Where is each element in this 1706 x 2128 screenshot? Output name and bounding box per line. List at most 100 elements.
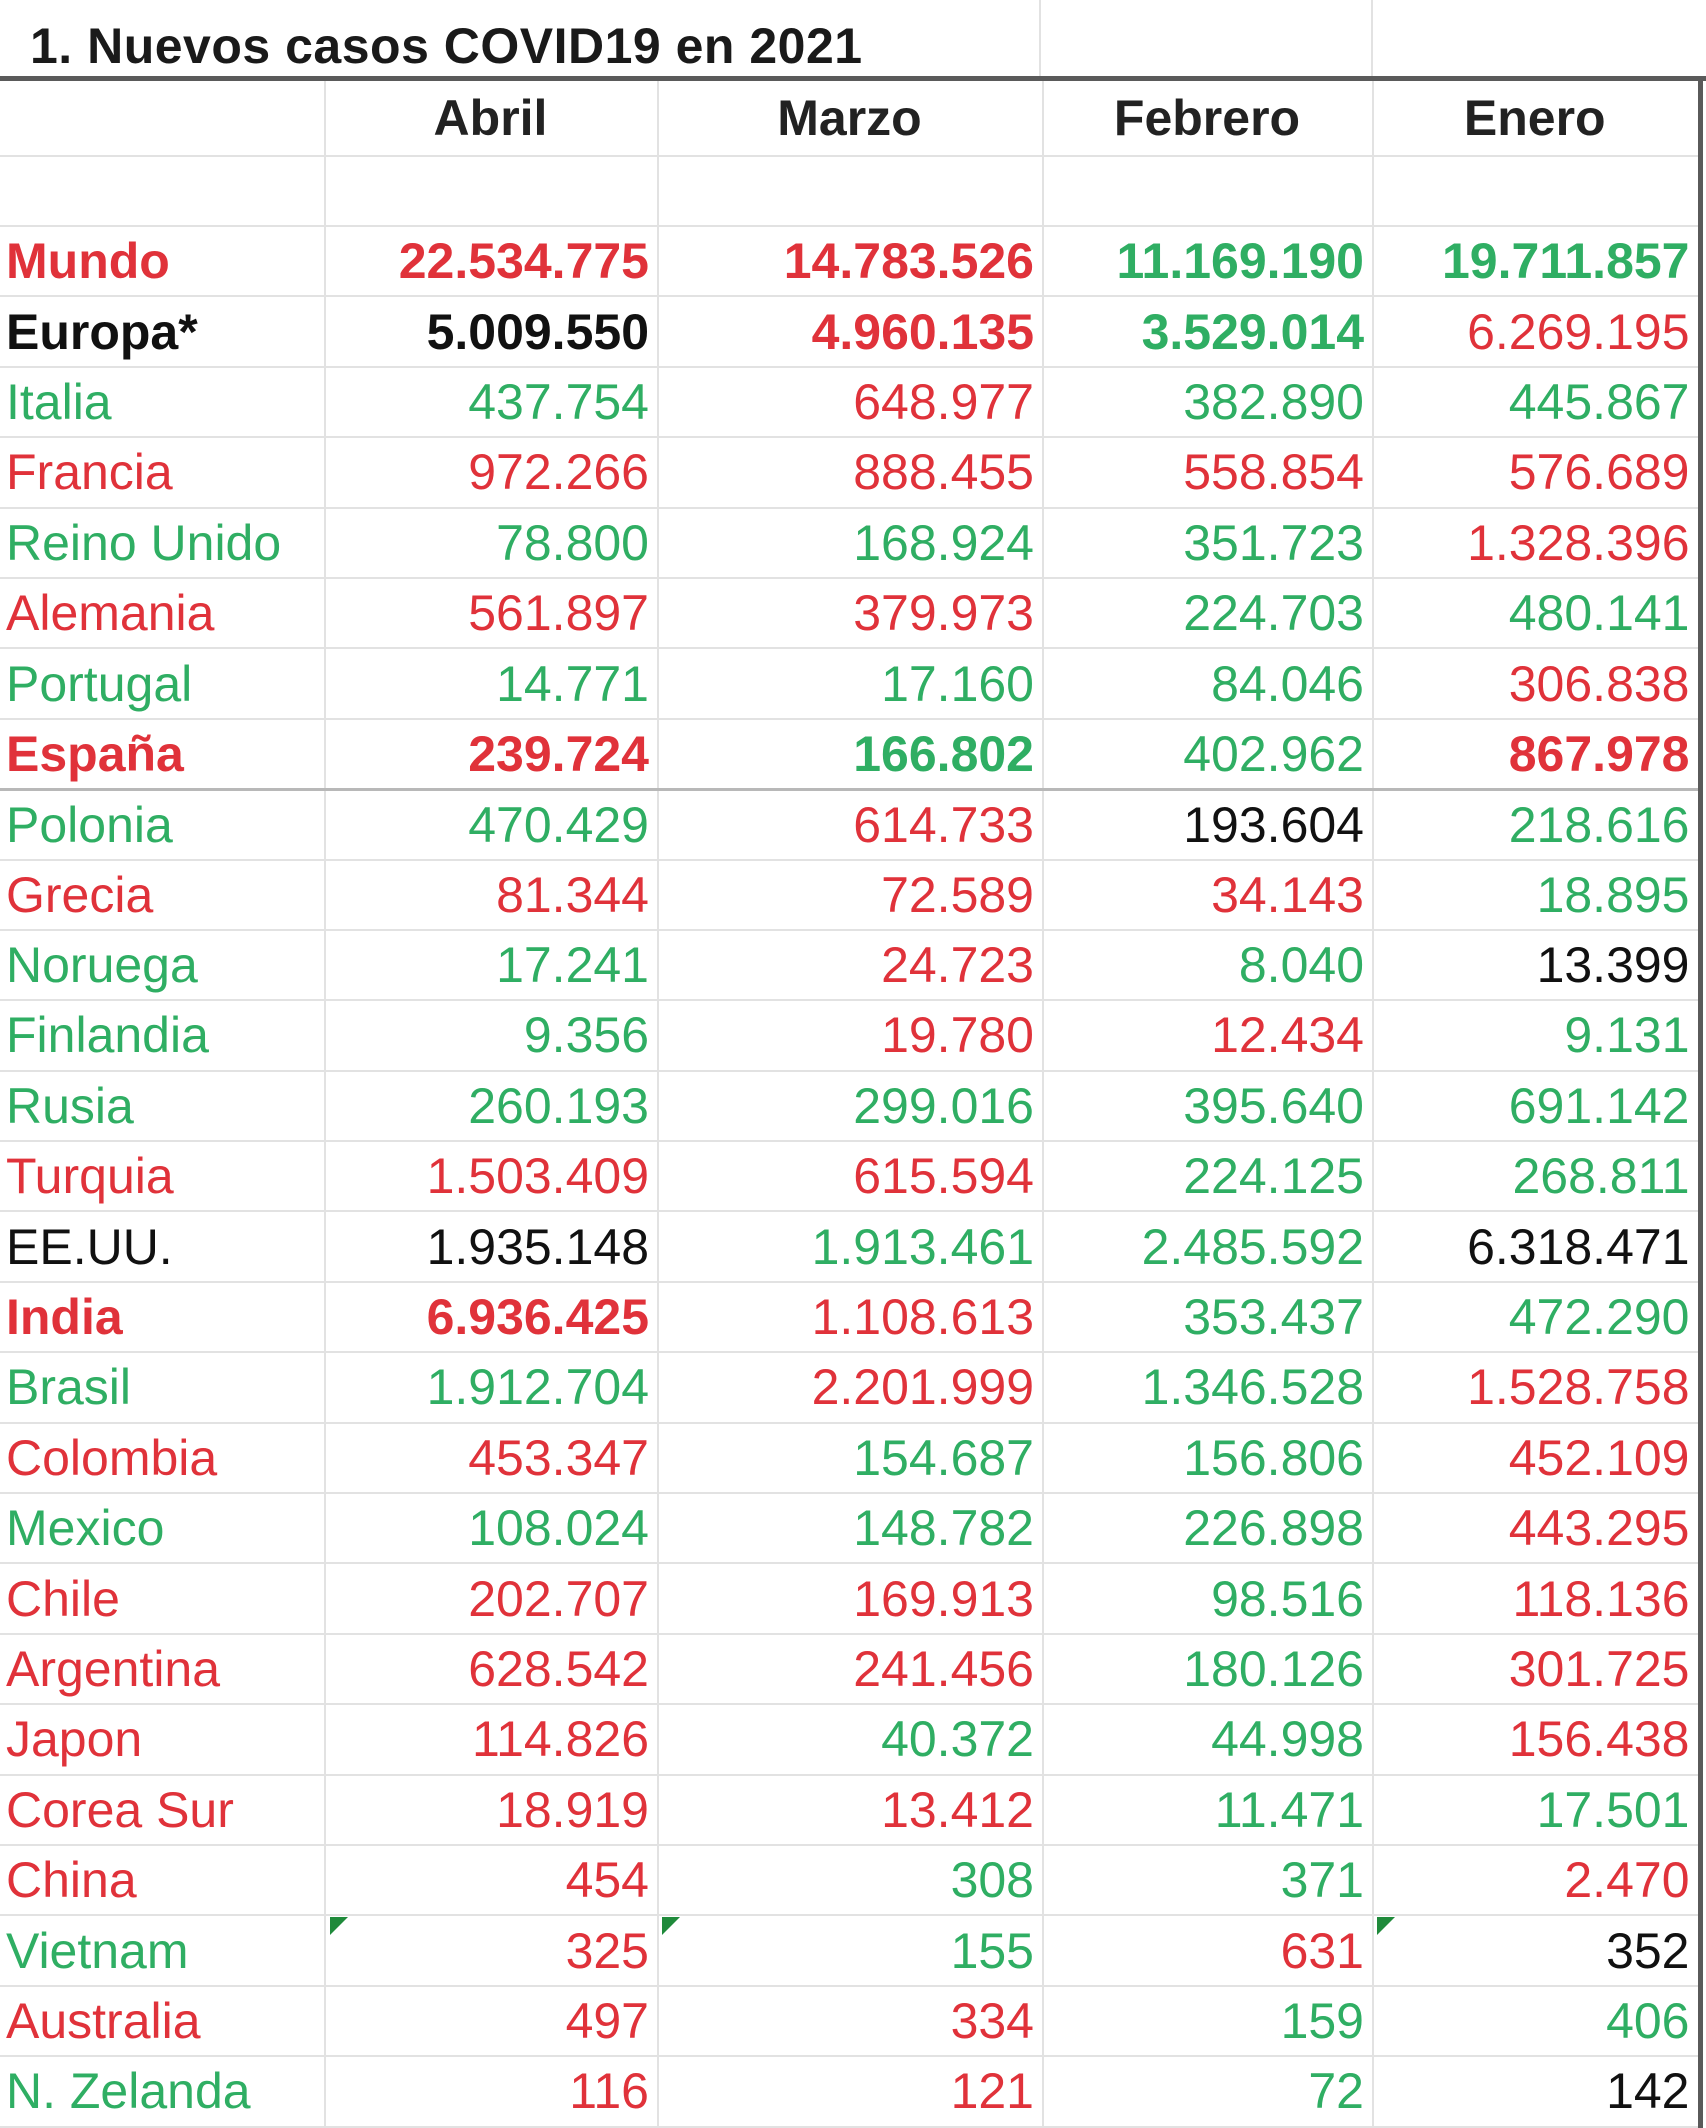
- header-enero[interactable]: Enero: [1373, 81, 1703, 157]
- value-cell-abril[interactable]: 239.724: [325, 718, 659, 791]
- value-cell-marzo[interactable]: 1.108.613: [658, 1281, 1044, 1354]
- value-cell-febrero[interactable]: 159: [1043, 1985, 1374, 2058]
- value-cell-febrero[interactable]: 193.604: [1043, 789, 1374, 861]
- value-cell-abril[interactable]: 972.266: [325, 437, 659, 509]
- value-cell-enero[interactable]: 218.616: [1373, 789, 1703, 861]
- value-cell-enero[interactable]: 268.811: [1373, 1141, 1703, 1213]
- value-cell-marzo[interactable]: 334: [658, 1985, 1044, 2058]
- value-cell-abril[interactable]: 1.935.148: [325, 1211, 659, 1283]
- value-cell-enero[interactable]: 19.711.857: [1373, 226, 1703, 298]
- value-cell-enero[interactable]: 867.978: [1373, 718, 1703, 791]
- value-cell-enero[interactable]: 443.295: [1373, 1493, 1703, 1565]
- value-cell-enero[interactable]: 6.318.471: [1373, 1211, 1703, 1283]
- country-name-cell[interactable]: Mundo: [0, 226, 326, 298]
- country-name-cell[interactable]: Corea Sur: [0, 1774, 326, 1846]
- value-cell-abril[interactable]: 561.897: [325, 577, 659, 650]
- value-cell-febrero[interactable]: 224.703: [1043, 577, 1374, 650]
- country-name-cell[interactable]: China: [0, 1844, 326, 1917]
- value-cell-abril[interactable]: 6.936.425: [325, 1281, 659, 1354]
- country-name-cell[interactable]: N. Zelanda: [0, 2056, 326, 2128]
- value-cell-febrero[interactable]: 371: [1043, 1844, 1374, 1917]
- value-cell-enero[interactable]: 2.470: [1373, 1844, 1703, 1917]
- value-cell-febrero[interactable]: 382.890: [1043, 366, 1374, 439]
- value-cell-enero[interactable]: 1.328.396: [1373, 507, 1703, 579]
- value-cell-enero[interactable]: 452.109: [1373, 1422, 1703, 1495]
- empty-cell[interactable]: [1043, 156, 1374, 227]
- value-cell-enero[interactable]: 156.438: [1373, 1704, 1703, 1776]
- header-febrero[interactable]: Febrero: [1043, 81, 1374, 157]
- value-cell-enero[interactable]: 1.528.758: [1373, 1352, 1703, 1424]
- value-cell-abril[interactable]: 628.542: [325, 1633, 659, 1706]
- country-name-cell[interactable]: Brasil: [0, 1352, 326, 1424]
- value-cell-enero[interactable]: 445.867: [1373, 366, 1703, 439]
- value-cell-enero[interactable]: 691.142: [1373, 1070, 1703, 1143]
- country-name-cell[interactable]: Polonia: [0, 789, 326, 861]
- header-marzo[interactable]: Marzo: [658, 81, 1044, 157]
- value-cell-abril[interactable]: 14.771: [325, 648, 659, 720]
- country-name-cell[interactable]: Alemania: [0, 577, 326, 650]
- value-cell-abril[interactable]: 1.503.409: [325, 1141, 659, 1213]
- value-cell-enero[interactable]: 301.725: [1373, 1633, 1703, 1706]
- country-name-cell[interactable]: Europa*: [0, 296, 326, 368]
- value-cell-febrero[interactable]: 631: [1043, 1915, 1374, 1987]
- value-cell-enero[interactable]: 480.141: [1373, 577, 1703, 650]
- value-cell-marzo[interactable]: 148.782: [658, 1493, 1044, 1565]
- value-cell-abril[interactable]: 116: [325, 2056, 659, 2128]
- empty-cell[interactable]: [0, 156, 326, 227]
- value-cell-febrero[interactable]: 98.516: [1043, 1563, 1374, 1635]
- value-cell-febrero[interactable]: 353.437: [1043, 1281, 1374, 1354]
- value-cell-febrero[interactable]: 180.126: [1043, 1633, 1374, 1706]
- value-cell-enero[interactable]: 306.838: [1373, 648, 1703, 720]
- value-cell-marzo[interactable]: 308: [658, 1844, 1044, 1917]
- value-cell-marzo[interactable]: 40.372: [658, 1704, 1044, 1776]
- country-name-cell[interactable]: India: [0, 1281, 326, 1354]
- value-cell-febrero[interactable]: 395.640: [1043, 1070, 1374, 1143]
- value-cell-abril[interactable]: 325: [325, 1915, 659, 1987]
- value-cell-marzo[interactable]: 19.780: [658, 1000, 1044, 1072]
- value-cell-enero[interactable]: 352: [1373, 1915, 1703, 1987]
- value-cell-marzo[interactable]: 169.913: [658, 1563, 1044, 1635]
- value-cell-marzo[interactable]: 614.733: [658, 789, 1044, 861]
- empty-cell[interactable]: [325, 156, 659, 227]
- value-cell-abril[interactable]: 1.912.704: [325, 1352, 659, 1424]
- country-name-cell[interactable]: Finlandia: [0, 1000, 326, 1072]
- value-cell-abril[interactable]: 260.193: [325, 1070, 659, 1143]
- value-cell-febrero[interactable]: 8.040: [1043, 929, 1374, 1002]
- value-cell-marzo[interactable]: 166.802: [658, 718, 1044, 791]
- country-name-cell[interactable]: Grecia: [0, 859, 326, 931]
- value-cell-febrero[interactable]: 1.346.528: [1043, 1352, 1374, 1424]
- country-name-cell[interactable]: Portugal: [0, 648, 326, 720]
- value-cell-marzo[interactable]: 17.160: [658, 648, 1044, 720]
- value-cell-febrero[interactable]: 11.169.190: [1043, 226, 1374, 298]
- value-cell-abril[interactable]: 9.356: [325, 1000, 659, 1072]
- value-cell-febrero[interactable]: 34.143: [1043, 859, 1374, 931]
- value-cell-enero[interactable]: 18.895: [1373, 859, 1703, 931]
- value-cell-marzo[interactable]: 121: [658, 2056, 1044, 2128]
- value-cell-febrero[interactable]: 12.434: [1043, 1000, 1374, 1072]
- value-cell-marzo[interactable]: 379.973: [658, 577, 1044, 650]
- country-name-cell[interactable]: Noruega: [0, 929, 326, 1002]
- empty-cell[interactable]: [1373, 156, 1703, 227]
- value-cell-abril[interactable]: 497: [325, 1985, 659, 2058]
- value-cell-marzo[interactable]: 72.589: [658, 859, 1044, 931]
- value-cell-febrero[interactable]: 2.485.592: [1043, 1211, 1374, 1283]
- value-cell-marzo[interactable]: 154.687: [658, 1422, 1044, 1495]
- value-cell-marzo[interactable]: 888.455: [658, 437, 1044, 509]
- value-cell-febrero[interactable]: 44.998: [1043, 1704, 1374, 1776]
- country-name-cell[interactable]: Chile: [0, 1563, 326, 1635]
- country-name-cell[interactable]: Turquia: [0, 1141, 326, 1213]
- country-name-cell[interactable]: Vietnam: [0, 1915, 326, 1987]
- country-name-cell[interactable]: Australia: [0, 1985, 326, 2058]
- value-cell-febrero[interactable]: 226.898: [1043, 1493, 1374, 1565]
- value-cell-abril[interactable]: 202.707: [325, 1563, 659, 1635]
- country-name-cell[interactable]: Reino Unido: [0, 507, 326, 579]
- value-cell-febrero[interactable]: 558.854: [1043, 437, 1374, 509]
- value-cell-abril[interactable]: 17.241: [325, 929, 659, 1002]
- value-cell-febrero[interactable]: 84.046: [1043, 648, 1374, 720]
- value-cell-abril[interactable]: 108.024: [325, 1493, 659, 1565]
- value-cell-febrero[interactable]: 3.529.014: [1043, 296, 1374, 368]
- header-empty-cell[interactable]: [0, 81, 326, 157]
- value-cell-enero[interactable]: 576.689: [1373, 437, 1703, 509]
- country-name-cell[interactable]: EE.UU.: [0, 1211, 326, 1283]
- value-cell-marzo[interactable]: 1.913.461: [658, 1211, 1044, 1283]
